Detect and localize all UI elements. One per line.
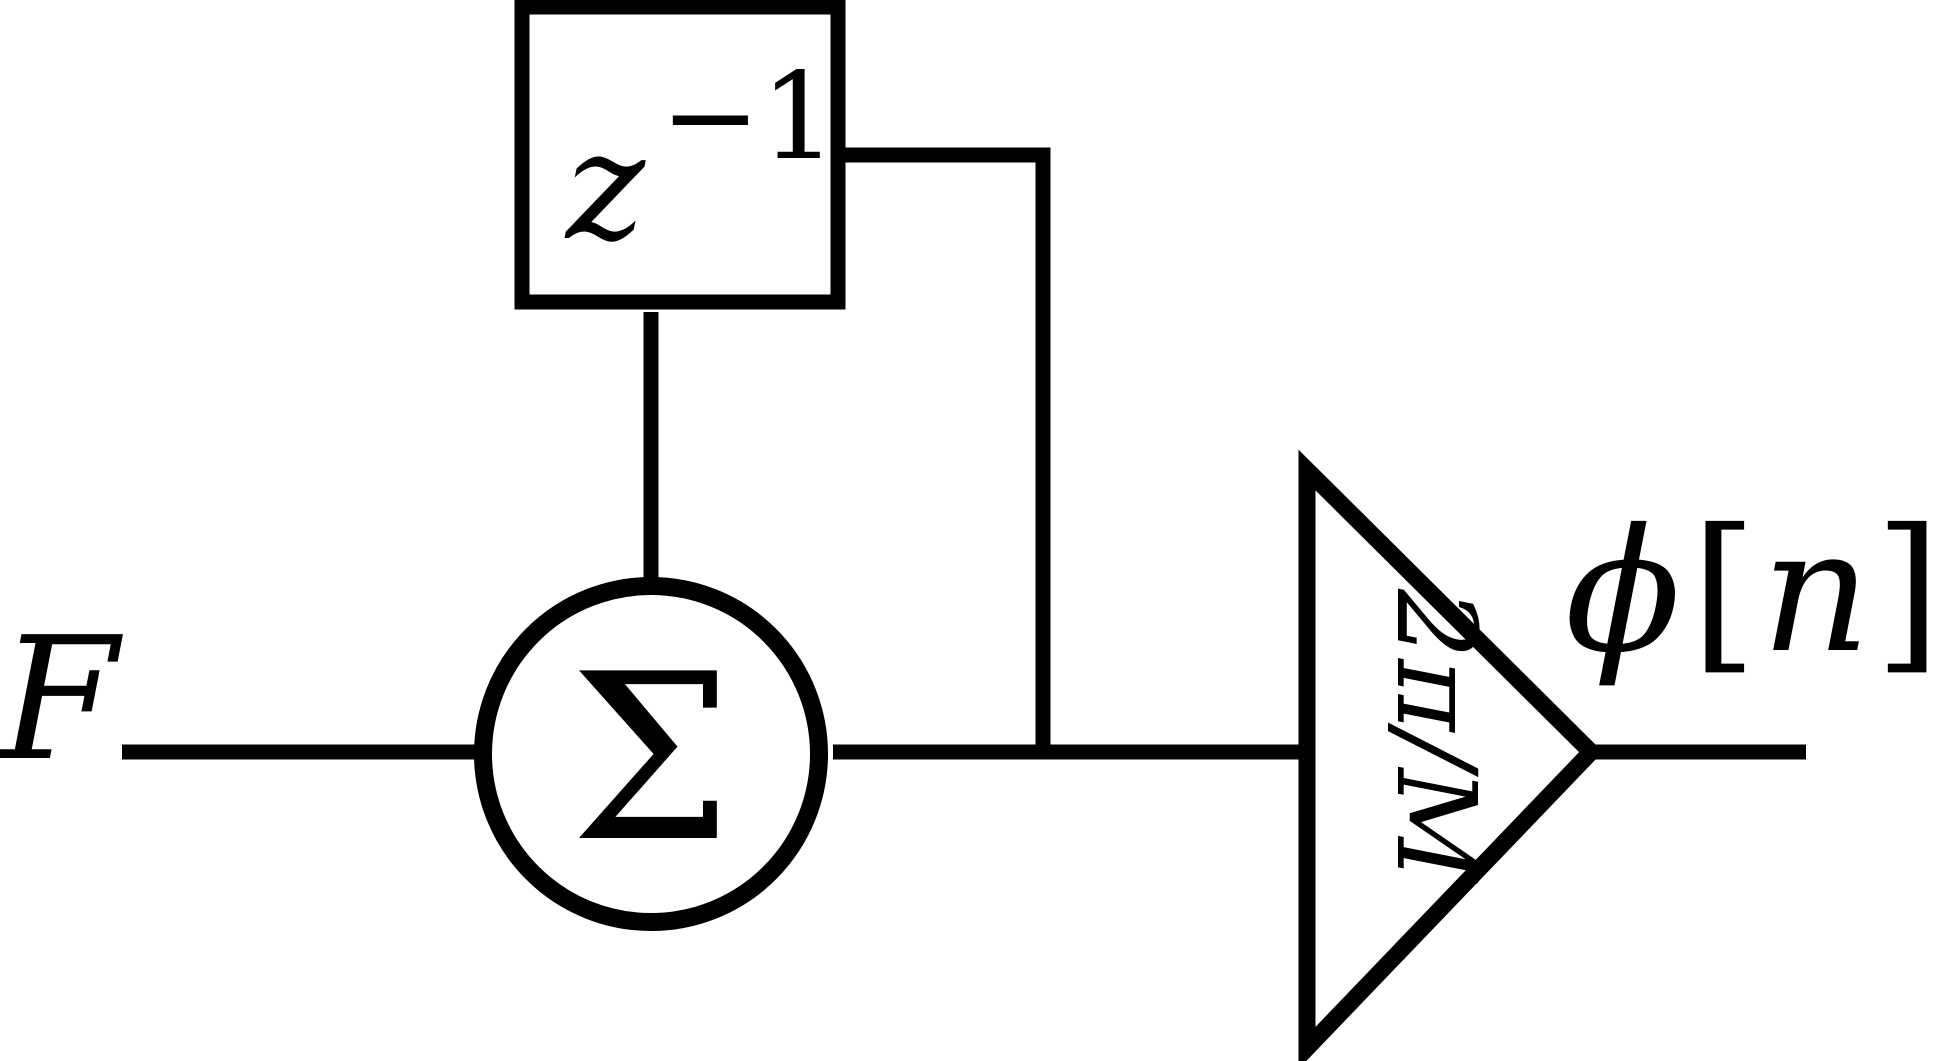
output-bracket-close: ]	[1875, 493, 1939, 691]
delay-exponent: −1	[660, 48, 837, 187]
gain-block	[1298, 449, 1603, 1061]
output-phi: ϕ	[1565, 493, 1681, 691]
summing-junction	[474, 577, 828, 931]
summation-symbol: Σ	[570, 626, 733, 893]
delay-output-wire	[838, 147, 1051, 752]
output-index: n	[1761, 493, 1871, 691]
output-bracket-open: [	[1691, 493, 1757, 691]
output-label: ϕ[n]	[1565, 493, 1939, 691]
delay-symbol: z	[564, 100, 646, 274]
gain-label: 2π/M	[1372, 588, 1500, 883]
input-label: F	[0, 601, 123, 799]
